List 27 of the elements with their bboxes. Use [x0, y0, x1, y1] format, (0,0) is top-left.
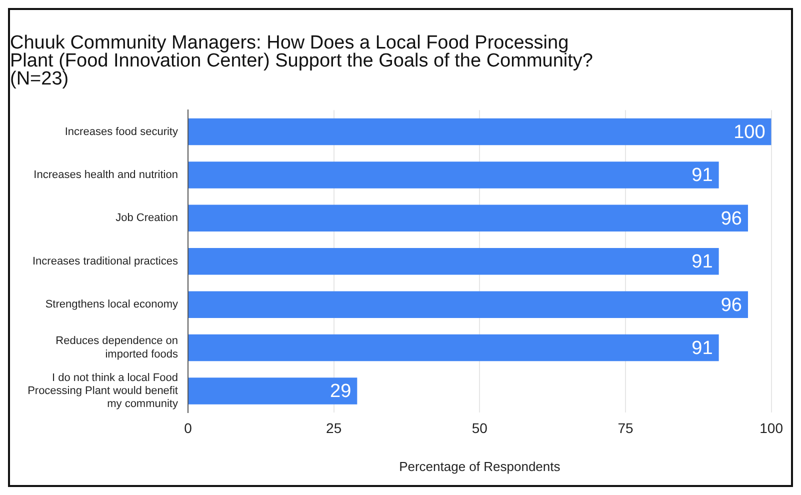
bar — [188, 378, 358, 404]
y-tick-label: Increases health and nutrition — [34, 168, 178, 181]
y-tick-label: Job Creation — [116, 212, 178, 224]
bar — [188, 162, 719, 188]
bar — [188, 248, 719, 275]
data-label: 91 — [692, 165, 713, 186]
x-tick-label: 100 — [760, 420, 784, 436]
data-label: 96 — [720, 208, 742, 230]
y-tick-label: Reduces dependence on imported foods — [56, 335, 178, 360]
y-tick-label: I do not think a local Food Processing Plant would benefit my community — [28, 372, 178, 410]
x-tick-label: 50 — [472, 420, 488, 436]
data-label: 91 — [692, 252, 713, 273]
data-label: 29 — [330, 381, 352, 402]
x-tick-label: 25 — [326, 420, 342, 436]
y-tick-label: Strengthens local economy — [45, 298, 178, 311]
bar — [188, 334, 719, 362]
bar — [188, 204, 748, 232]
y-tick-label: Increases food security — [64, 126, 178, 138]
data-label: 96 — [720, 294, 742, 316]
bar — [188, 118, 772, 146]
y-tick-label: Increases traditional practices — [32, 255, 178, 268]
x-tick-label: 0 — [184, 420, 192, 436]
chart-title: Chuuk Community Managers: How Does a Local Food Processing Plant (Food Innovation Center) Support the Goals of the Community? (N=23) — [10, 32, 593, 90]
bar — [188, 291, 748, 318]
x-tick-label: 75 — [618, 420, 634, 436]
data-label: 100 — [734, 122, 766, 143]
data-label: 91 — [692, 338, 713, 360]
